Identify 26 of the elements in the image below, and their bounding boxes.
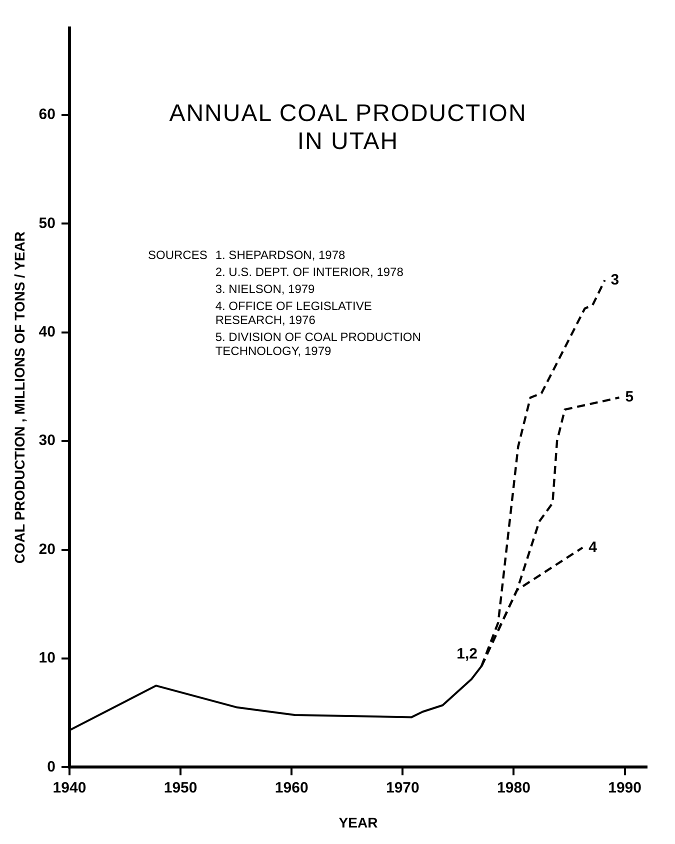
y-axis-title: COAL PRODUCTION , MILLIONS OF TONS / YEAR [11, 232, 28, 564]
series-label: 5 [625, 388, 634, 406]
y-tick-label: 40 [38, 324, 56, 341]
series-label: 4 [588, 538, 598, 556]
x-tick-label: 1940 [52, 779, 86, 796]
series-label: 3 [610, 271, 620, 288]
annotation: 1. SHEPARDSON, 1978 [215, 248, 346, 262]
x-tick-label: 1980 [497, 779, 530, 796]
annotation: 3. NIELSON, 1979 [215, 282, 316, 296]
y-tick-label: 20 [38, 540, 56, 558]
annotation: 4. OFFICE OF LEGISLATIVE RESEARCH, 1976 [215, 299, 373, 327]
series-label: 1,2 [456, 646, 478, 663]
y-tick-label: 30 [38, 432, 56, 450]
x-tick-label: 1970 [386, 779, 420, 796]
y-tick-label: 0 [47, 758, 56, 776]
x-tick-label: 1950 [164, 779, 198, 796]
annotation: 2. U.S. DEPT. OF INTERIOR, 1978 [215, 265, 404, 279]
annotation: 5. DIVISION OF COAL PRODUCTION TECHNOLOGY, 1979 [215, 330, 421, 358]
text: ANNUAL COAL PRODUCTION IN UTAH [168, 100, 528, 156]
y-tick-label: 10 [38, 650, 56, 667]
annotation: SOURCES [148, 248, 208, 264]
y-tick-label: 50 [38, 214, 56, 232]
x-axis-title: YEAR [338, 814, 378, 830]
y-tick-label: 60 [38, 106, 56, 124]
x-tick-label: 1990 [608, 779, 642, 796]
x-tick-label: 1960 [274, 779, 308, 796]
